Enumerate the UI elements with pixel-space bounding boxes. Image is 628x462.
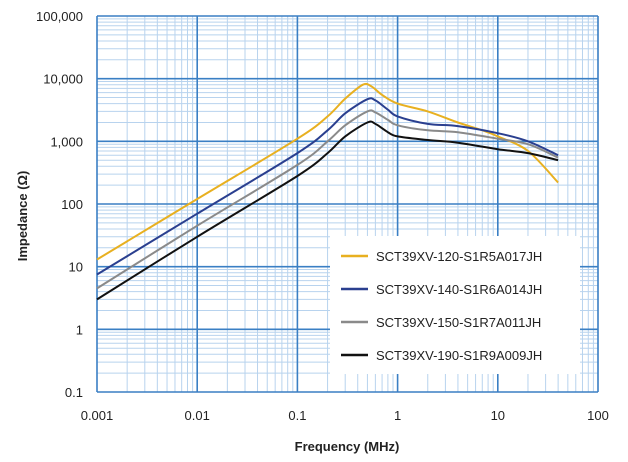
x-axis-title: Frequency (MHz) — [295, 439, 400, 454]
y-tick-label: 1,000 — [50, 134, 83, 149]
x-tick-label: 10 — [491, 408, 505, 423]
legend-label: SCT39XV-120-S1R5A017JH — [376, 249, 542, 264]
y-tick-label: 100 — [61, 197, 83, 212]
x-tick-label: 100 — [587, 408, 609, 423]
legend-label: SCT39XV-150-S1R7A011JH — [376, 315, 541, 330]
series-line — [96, 120, 559, 301]
y-tick-label: 10 — [69, 260, 83, 275]
x-tick-label: 1 — [394, 408, 401, 423]
x-tick-label: 0.01 — [185, 408, 210, 423]
series-line — [96, 97, 559, 276]
x-tick-label: 0.001 — [81, 408, 114, 423]
series-line — [96, 82, 559, 261]
y-axis-ticks: 0.1 1 10 100 1,000 10,000 100,000 — [36, 9, 83, 400]
legend-label: SCT39XV-190-S1R9A009JH — [376, 348, 542, 363]
series-lines — [96, 82, 559, 301]
x-tick-label: 0.1 — [288, 408, 306, 423]
legend-label: SCT39XV-140-S1R6A014JH — [376, 282, 542, 297]
series-line — [96, 109, 559, 290]
legend — [330, 236, 580, 374]
legend-items: SCT39XV-120-S1R5A017JH SCT39XV-140-S1R6A0… — [341, 249, 542, 363]
x-axis-ticks: 0.001 0.01 0.1 1 10 100 — [81, 408, 609, 423]
y-axis-title: Impedance (Ω) — [15, 171, 30, 262]
y-tick-label: 0.1 — [65, 385, 83, 400]
y-tick-label: 1 — [76, 322, 83, 337]
y-tick-label: 10,000 — [43, 72, 83, 87]
y-tick-label: 100,000 — [36, 9, 83, 24]
